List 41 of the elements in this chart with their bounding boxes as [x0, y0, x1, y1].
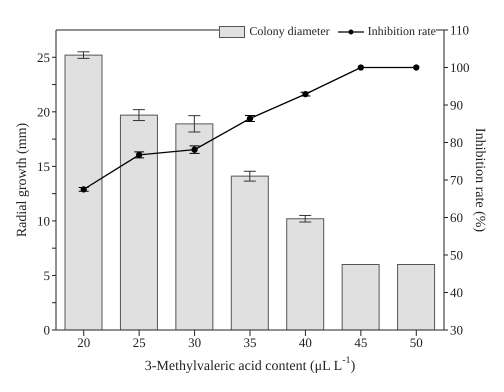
point [136, 152, 142, 158]
y-tick-label: 0 [44, 322, 50, 338]
point [302, 90, 309, 98]
y2-tick-label: 30 [450, 322, 463, 338]
point [191, 146, 198, 153]
x-tick-label: 20 [77, 335, 90, 350]
legend-label: Colony diameter [248, 24, 330, 39]
y-tick-label: 15 [37, 158, 50, 174]
bar [64, 54, 102, 330]
x-tick-label: 50 [410, 335, 423, 350]
y2-axis-title: Inhibition rate (%) [472, 128, 488, 232]
point [246, 115, 254, 122]
x-tick-label: 30 [188, 335, 202, 350]
y2-tick-label: 70 [450, 172, 463, 188]
bar [286, 218, 324, 330]
y-axis-title: Radial growth (mm) [14, 122, 30, 238]
bar [397, 264, 436, 330]
y-tick-label: 10 [37, 214, 50, 229]
x-tick-label: 25 [132, 335, 146, 350]
point [80, 186, 87, 193]
x-tick-label: 45 [354, 335, 368, 350]
bar [120, 114, 158, 330]
y2-tick-label: 100 [450, 60, 470, 76]
y-tick-label: 5 [44, 268, 50, 284]
x-tick-label: 40 [298, 335, 312, 350]
x-tick-label: 35 [244, 335, 256, 350]
point [358, 64, 364, 71]
x-axis-title: 3-Methylvaleric acid content (μL L$^{-1}$) [144, 355, 356, 374]
y2-tick-label: 90 [450, 98, 463, 113]
y2-tick-label: 50 [450, 248, 463, 263]
bar [175, 123, 214, 330]
y2-tick-label: 110 [450, 22, 470, 38]
y2-tick-label: 80 [450, 135, 463, 150]
point [413, 64, 420, 71]
y-tick-label: 25 [37, 50, 50, 65]
bar [342, 264, 380, 330]
legend-label: Inhibition rate [366, 24, 436, 39]
y2-tick-label: 40 [450, 285, 463, 300]
y-tick-label: 20 [37, 104, 50, 120]
bar [230, 176, 269, 330]
y2-tick-label: 60 [450, 210, 463, 226]
